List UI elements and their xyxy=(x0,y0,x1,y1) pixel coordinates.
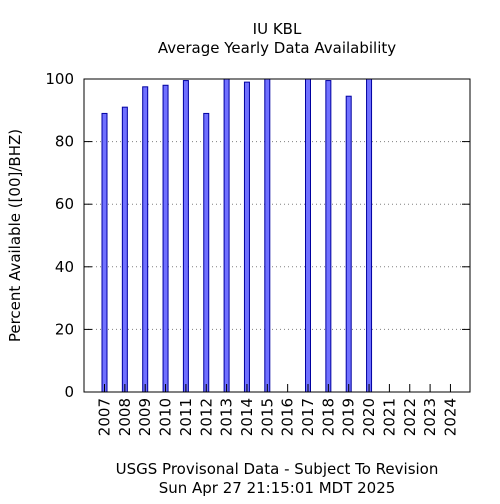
y-tick-label: 20 xyxy=(55,320,74,338)
x-tick-label: 2008 xyxy=(116,398,134,436)
x-tick-label: 2007 xyxy=(96,398,114,436)
y-tick-label: 100 xyxy=(45,70,74,88)
x-tick-label: 2010 xyxy=(157,398,175,436)
bar-2008 xyxy=(121,106,128,393)
bar-2010 xyxy=(162,84,169,393)
chart-subtitle: Average Yearly Data Availability xyxy=(158,39,396,57)
x-tick-label: 2020 xyxy=(360,398,378,436)
bars xyxy=(101,78,373,393)
bar-2019 xyxy=(345,95,352,393)
x-tick-label: 2024 xyxy=(441,398,459,436)
x-tick-label: 2009 xyxy=(136,398,154,436)
x-tick-label: 2012 xyxy=(197,398,215,436)
bar-2015 xyxy=(264,78,271,393)
bar-2009 xyxy=(142,86,149,393)
y-tick-label: 60 xyxy=(55,195,74,213)
x-axis-label-line2: Sun Apr 27 21:15:01 MDT 2025 xyxy=(159,479,396,497)
x-tick-label: 2022 xyxy=(401,398,419,436)
x-tick-label: 2016 xyxy=(279,398,297,436)
x-tick-label: 2018 xyxy=(319,398,337,436)
x-tick-label: 2013 xyxy=(218,398,236,436)
x-tick-label: 2017 xyxy=(299,398,317,436)
x-axis-label-line1: USGS Provisonal Data - Subject To Revisi… xyxy=(116,460,439,478)
chart-title: IU KBL xyxy=(253,20,302,38)
bar-2020 xyxy=(366,78,373,393)
grid-lines xyxy=(84,78,470,330)
x-tick-label: 2023 xyxy=(421,398,439,436)
y-axis-label: Percent Available ([00]/BHZ) xyxy=(6,129,24,342)
bar-2014 xyxy=(243,81,250,393)
y-ticks: 0 20 40 60 80 100 xyxy=(45,70,470,401)
y-tick-label: 80 xyxy=(55,133,74,151)
x-tick-label: 2015 xyxy=(258,398,276,436)
x-ticks: 2007 2008 2009 2010 2011 2012 2013 2014 2015 2016… xyxy=(96,384,459,436)
y-tick-label: 40 xyxy=(55,258,74,276)
bar-2007 xyxy=(101,112,108,393)
bar-2018 xyxy=(325,80,332,393)
x-tick-label: 2021 xyxy=(380,398,398,436)
plot-frame xyxy=(83,78,471,393)
bar-2013 xyxy=(223,78,230,393)
bar-2017 xyxy=(305,78,311,393)
y-tick-label: 0 xyxy=(64,383,74,401)
x-tick-label: 2011 xyxy=(177,398,195,436)
bar-2011 xyxy=(182,80,189,393)
x-tick-label: 2014 xyxy=(238,398,256,436)
x-tick-label: 2019 xyxy=(340,398,358,436)
bar-2012 xyxy=(203,112,210,393)
